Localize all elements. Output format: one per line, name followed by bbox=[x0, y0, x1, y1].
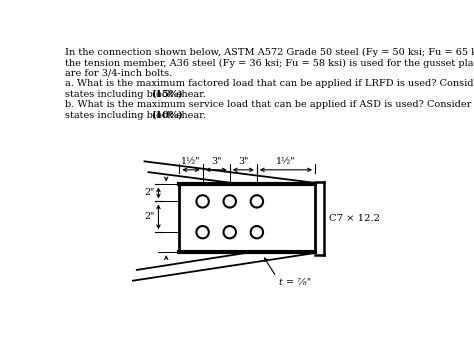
Text: t = ⅞": t = ⅞" bbox=[279, 278, 311, 287]
Text: a. What is the maximum factored load that can be applied if LRFD is used? Consid: a. What is the maximum factored load tha… bbox=[64, 79, 474, 88]
Text: are for 3/4-inch bolts.: are for 3/4-inch bolts. bbox=[64, 69, 172, 78]
Text: 3": 3" bbox=[211, 157, 221, 166]
Text: C7 × 12.2: C7 × 12.2 bbox=[329, 214, 380, 223]
Text: states including block shear.: states including block shear. bbox=[64, 90, 209, 99]
Text: (10%): (10%) bbox=[151, 111, 183, 120]
Text: 2": 2" bbox=[144, 212, 155, 221]
Text: 1½": 1½" bbox=[181, 157, 201, 166]
Text: states including block shear.: states including block shear. bbox=[64, 111, 209, 120]
Text: the tension member, A36 steel (Fy = 36 ksi; Fu = 58 ksi) is used for the gusset : the tension member, A36 steel (Fy = 36 k… bbox=[64, 58, 474, 68]
Text: (15%): (15%) bbox=[151, 90, 183, 99]
Text: 1½": 1½" bbox=[276, 157, 296, 166]
Bar bbox=[179, 184, 315, 252]
Text: b. What is the maximum service load that can be applied if ASD is used? Consider: b. What is the maximum service load that… bbox=[64, 100, 474, 109]
Text: 3": 3" bbox=[238, 157, 248, 166]
Text: In the connection shown below, ASTM A572 Grade 50 steel (Fy = 50 ksi; Fu = 65 ks: In the connection shown below, ASTM A572… bbox=[64, 48, 474, 57]
Text: 2": 2" bbox=[144, 188, 155, 197]
